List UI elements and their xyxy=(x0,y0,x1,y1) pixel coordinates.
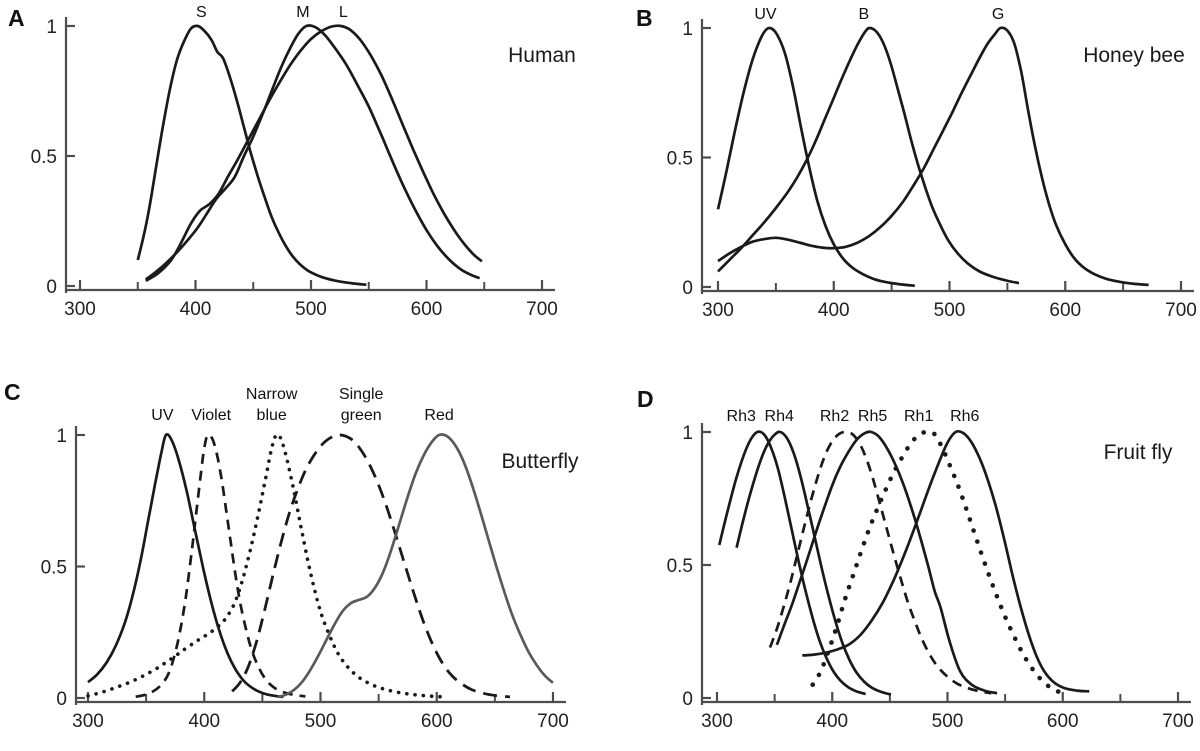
y-tick-label: 0 xyxy=(46,277,57,298)
x-tick-label: 500 xyxy=(932,711,964,732)
curve-label-b: B xyxy=(859,6,870,23)
x-tick-label: 400 xyxy=(818,300,850,321)
x-tick-label: 600 xyxy=(1049,300,1081,321)
x-tick-label: 700 xyxy=(1165,300,1197,321)
curve-red xyxy=(277,433,554,699)
y-tick-label: 0.5 xyxy=(31,147,57,168)
panel-a-letter: A xyxy=(8,5,26,31)
y-tick-label: 0.5 xyxy=(667,556,693,577)
curve-rh2 xyxy=(768,430,992,695)
y-tick-label: 1 xyxy=(56,426,67,447)
y-tick-label: 0.5 xyxy=(41,558,67,579)
x-tick-label: 300 xyxy=(64,299,96,320)
panel-D: 1 0.5 0 300 400 500 600 700 Rh3 Rh4 Rh2 Rh5 Rh1 Rh6 xyxy=(667,408,1194,732)
curve-narrow-blue xyxy=(86,432,446,699)
x-tick-label: 400 xyxy=(180,299,212,320)
panel-d-letter: D xyxy=(637,386,655,412)
curve-l xyxy=(145,24,483,282)
curve-single-green xyxy=(231,433,511,699)
x-tick-label: 400 xyxy=(188,711,220,732)
curve-label-rh3: Rh3 xyxy=(727,408,756,425)
curve-label-rh6: Rh6 xyxy=(950,408,979,425)
curve-rh5 xyxy=(775,430,998,695)
curve-label-rh4: Rh4 xyxy=(765,408,794,425)
curve-rh1 xyxy=(810,429,1066,696)
curve-violet xyxy=(135,433,306,699)
curve-label-rh1: Rh1 xyxy=(904,408,933,425)
y-tick-label: 0 xyxy=(682,689,693,710)
curve-label-s: S xyxy=(196,4,207,21)
panel-B: 1 0.5 0 300 400 500 600 700 UV B G xyxy=(667,6,1197,321)
x-tick-label: 300 xyxy=(72,711,104,732)
panel-d-title: Fruit fly xyxy=(1103,441,1173,464)
panel-a-title: Human xyxy=(508,44,576,67)
x-tick-label: 600 xyxy=(421,711,453,732)
curve-label-red: Red xyxy=(424,407,453,424)
curve-m xyxy=(145,24,481,281)
curve-g xyxy=(717,26,1149,287)
curve-s xyxy=(136,24,367,287)
curve-label-single-green: Single xyxy=(339,386,384,403)
curve-label-uv: UV xyxy=(754,6,777,23)
y-tick-label: 1 xyxy=(682,423,693,444)
curve-label-narrow-blue: blue xyxy=(257,407,287,424)
y-tick-label: 0 xyxy=(56,689,67,710)
curve-uv xyxy=(716,26,915,288)
x-tick-label: 600 xyxy=(1047,711,1079,732)
curve-label-g: G xyxy=(992,6,1004,23)
curve-label-rh2: Rh2 xyxy=(820,408,849,425)
x-tick-label: 700 xyxy=(1162,711,1194,732)
curve-uv xyxy=(87,432,284,699)
curve-label-single-green: green xyxy=(341,407,382,424)
curve-label-narrow-blue: Narrow xyxy=(246,386,298,403)
x-tick-label: 600 xyxy=(411,299,443,320)
x-tick-label: 300 xyxy=(702,300,734,321)
x-tick-label: 700 xyxy=(526,299,558,320)
x-tick-label: 500 xyxy=(295,299,327,320)
panel-c-title: Butterfly xyxy=(501,450,579,473)
panel-c-letter: C xyxy=(4,379,22,405)
panel-A: 1 0.5 0 300 400 500 600 700 S M L xyxy=(31,4,558,320)
y-tick-label: 0.5 xyxy=(667,149,693,170)
x-tick-label: 500 xyxy=(934,300,966,321)
curve-label-m: M xyxy=(296,4,309,21)
curve-rh4 xyxy=(735,430,892,696)
curve-label-l: L xyxy=(339,4,348,21)
curve-label-rh5: Rh5 xyxy=(858,408,887,425)
curve-rh3 xyxy=(717,430,867,696)
curve-rh6 xyxy=(802,429,1090,693)
curve-label-uv: UV xyxy=(151,407,174,424)
y-tick-label: 1 xyxy=(46,17,57,38)
panel-b-title: Honey bee xyxy=(1083,44,1185,67)
x-tick-label: 400 xyxy=(816,711,848,732)
panel-b-letter: B xyxy=(636,5,654,31)
y-tick-label: 0 xyxy=(682,278,693,299)
curve-label-violet: Violet xyxy=(191,407,231,424)
x-tick-label: 500 xyxy=(305,711,337,732)
y-tick-label: 1 xyxy=(682,19,693,40)
x-tick-label: 700 xyxy=(537,711,569,732)
x-tick-label: 300 xyxy=(701,711,733,732)
curve-b xyxy=(717,26,1020,285)
